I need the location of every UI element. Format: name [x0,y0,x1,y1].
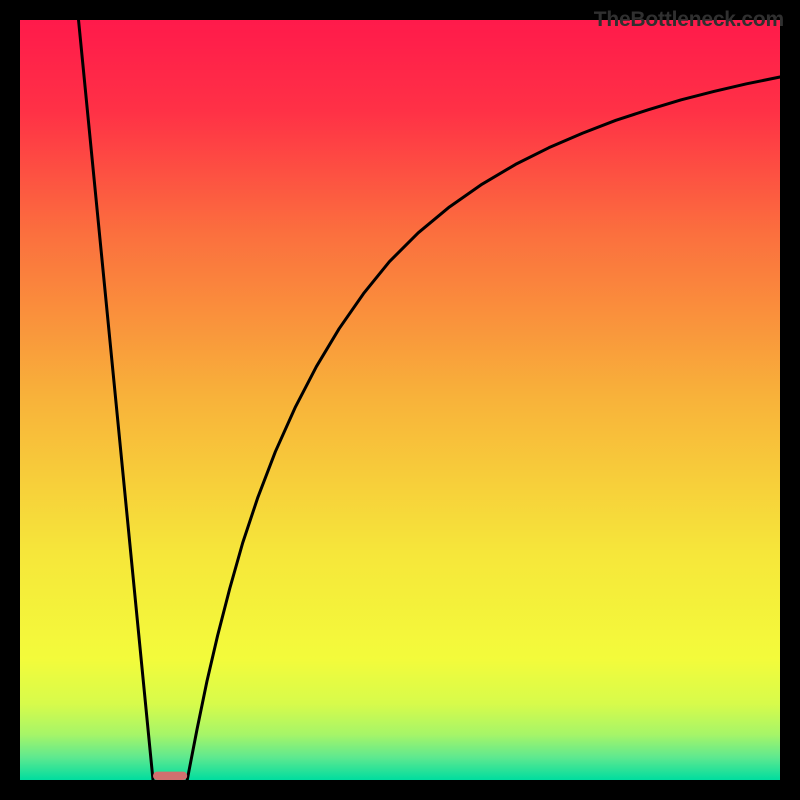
valley-marker [153,772,187,780]
chart-canvas [0,0,800,800]
valley-marker-group [153,772,187,780]
chart-frame: TheBottleneck.com [0,0,800,800]
plot-background [20,20,780,780]
watermark-label: TheBottleneck.com [594,8,784,32]
